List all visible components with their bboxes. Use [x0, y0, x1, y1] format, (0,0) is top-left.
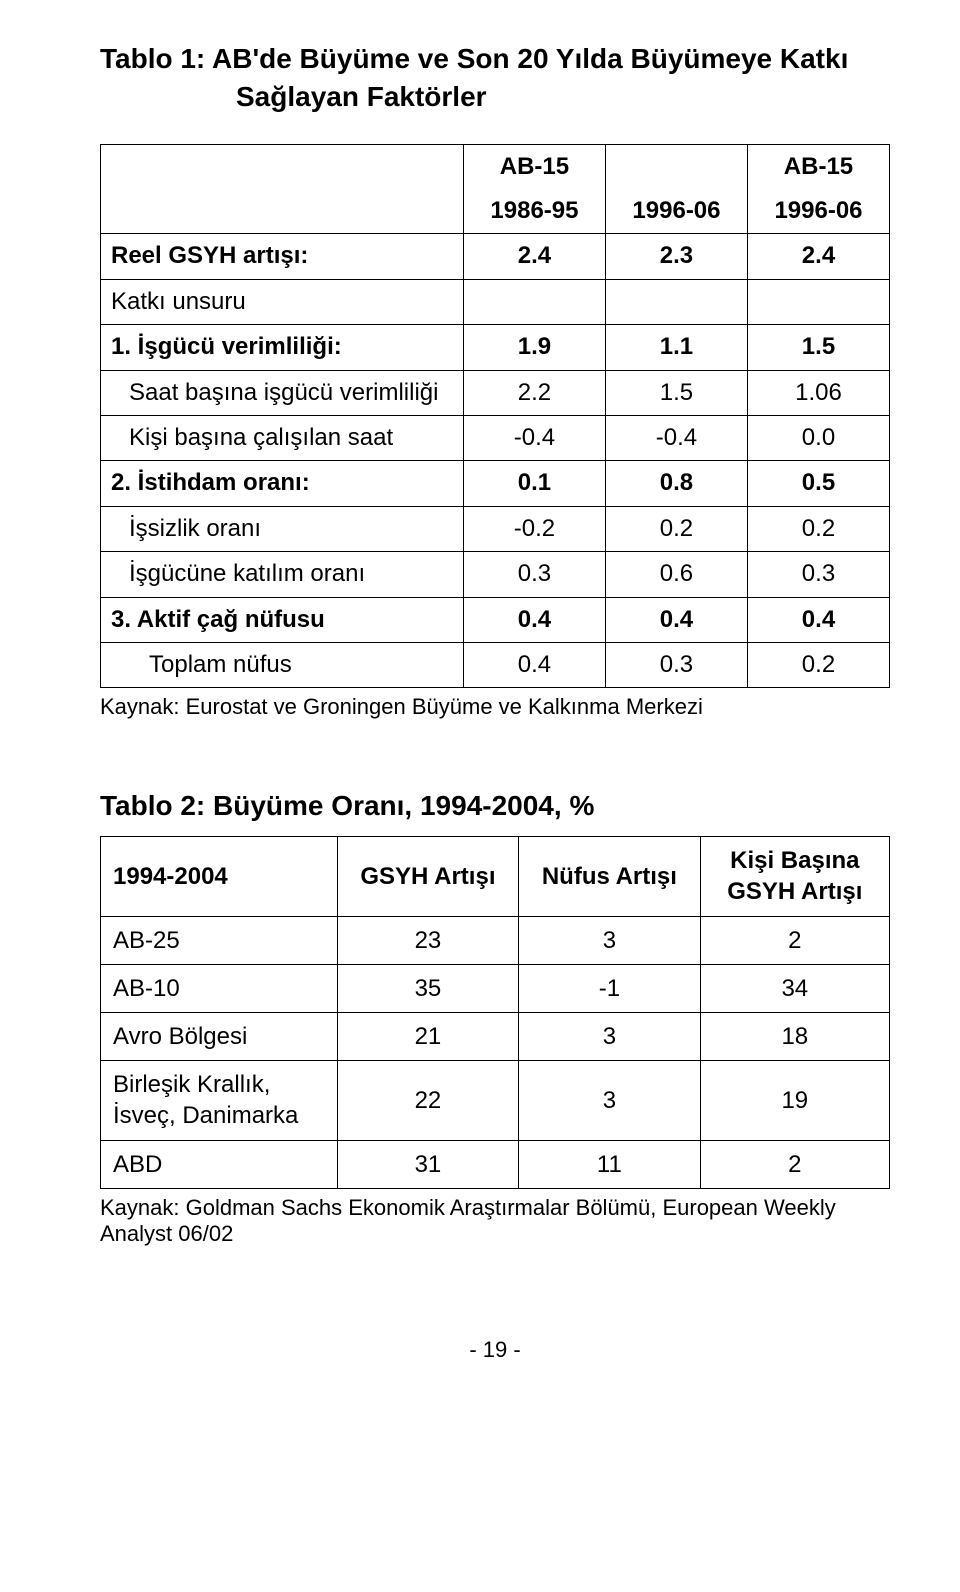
table-row: AB-252332	[101, 916, 890, 964]
t1-h-c1: AB-15	[463, 144, 605, 189]
cell: 2.3	[605, 234, 747, 279]
cell: 31	[337, 1140, 518, 1188]
table-row: Reel GSYH artışı:2.42.32.4	[101, 234, 890, 279]
t2-col-1: GSYH Artışı	[337, 837, 518, 916]
table2-title: Tablo 2: Büyüme Oranı, 1994-2004, %	[100, 790, 890, 822]
t1-h-c2b: 1996-06	[605, 189, 747, 234]
row-label: İşsizlik oranı	[101, 506, 464, 551]
t2-col-0: 1994-2004	[101, 837, 338, 916]
row-label: Kişi başına çalışılan saat	[101, 415, 464, 460]
table-row: Avro Bölgesi21318	[101, 1013, 890, 1061]
cell: 23	[337, 916, 518, 964]
cell: 1.06	[747, 370, 889, 415]
table-row: Kişi başına çalışılan saat-0.4-0.40.0	[101, 415, 890, 460]
row-label: ABD	[101, 1140, 338, 1188]
cell: -1	[519, 964, 700, 1012]
t1-h-c3b: 1996-06	[747, 189, 889, 234]
cell: 0.3	[605, 642, 747, 687]
cell	[605, 279, 747, 324]
cell: 18	[700, 1013, 889, 1061]
cell: 35	[337, 964, 518, 1012]
table2: 1994-2004 GSYH Artışı Nüfus Artışı Kişi …	[100, 836, 890, 1189]
t1-h-c1b: 1986-95	[463, 189, 605, 234]
cell: -0.4	[605, 415, 747, 460]
row-label: Toplam nüfus	[101, 642, 464, 687]
row-label: Katkı unsuru	[101, 279, 464, 324]
cell: 3	[519, 916, 700, 964]
table1: AB-15 AB-15 1986-95 1996-06 1996-06 Reel…	[100, 144, 890, 689]
table-row: Toplam nüfus0.40.30.2	[101, 642, 890, 687]
cell: 22	[337, 1061, 518, 1140]
cell: 1.5	[605, 370, 747, 415]
table-row: AB-1035-134	[101, 964, 890, 1012]
cell: 1.5	[747, 325, 889, 370]
cell: 0.0	[747, 415, 889, 460]
cell: 3	[519, 1013, 700, 1061]
cell: 0.4	[747, 597, 889, 642]
cell: 0.6	[605, 552, 747, 597]
cell: 1.1	[605, 325, 747, 370]
cell	[463, 279, 605, 324]
cell: 0.2	[747, 642, 889, 687]
row-label: Avro Bölgesi	[101, 1013, 338, 1061]
row-label: 2. İstihdam oranı:	[101, 461, 464, 506]
row-label: AB-25	[101, 916, 338, 964]
table2-header-row: 1994-2004 GSYH Artışı Nüfus Artışı Kişi …	[101, 837, 890, 916]
table-row: Saat başına işgücü verimliliği2.21.51.06	[101, 370, 890, 415]
page-number: - 19 -	[100, 1337, 890, 1363]
row-label: Birleşik Krallık, İsveç, Danimarka	[101, 1061, 338, 1140]
row-label: Saat başına işgücü verimliliği	[101, 370, 464, 415]
cell: 0.2	[605, 506, 747, 551]
cell: -0.2	[463, 506, 605, 551]
table1-title-line1: Tablo 1: AB'de Büyüme ve Son 20 Yılda Bü…	[100, 43, 848, 74]
table-row: ABD31112	[101, 1140, 890, 1188]
cell: 1.9	[463, 325, 605, 370]
cell: 0.1	[463, 461, 605, 506]
cell: 3	[519, 1061, 700, 1140]
t1-h-c2: AB-15	[747, 144, 889, 189]
table2-source: Kaynak: Goldman Sachs Ekonomik Araştırma…	[100, 1195, 890, 1247]
cell: 2.4	[747, 234, 889, 279]
table1-title: Tablo 1: AB'de Büyüme ve Son 20 Yılda Bü…	[100, 40, 890, 116]
cell: 2	[700, 1140, 889, 1188]
row-label: Reel GSYH artışı:	[101, 234, 464, 279]
table-row: 2. İstihdam oranı:0.10.80.5	[101, 461, 890, 506]
row-label: 3. Aktif çağ nüfusu	[101, 597, 464, 642]
cell: 0.3	[747, 552, 889, 597]
table1-source: Kaynak: Eurostat ve Groningen Büyüme ve …	[100, 694, 890, 720]
table-row: Katkı unsuru	[101, 279, 890, 324]
cell: 11	[519, 1140, 700, 1188]
cell: 0.5	[747, 461, 889, 506]
table-row: Birleşik Krallık, İsveç, Danimarka22319	[101, 1061, 890, 1140]
t2-col-2: Nüfus Artışı	[519, 837, 700, 916]
cell: 0.4	[463, 642, 605, 687]
cell: 21	[337, 1013, 518, 1061]
cell: 34	[700, 964, 889, 1012]
row-label: 1. İşgücü verimliliği:	[101, 325, 464, 370]
cell: 2.2	[463, 370, 605, 415]
cell: 2	[700, 916, 889, 964]
cell: 19	[700, 1061, 889, 1140]
cell: 0.2	[747, 506, 889, 551]
t2-col-3: Kişi Başına GSYH Artışı	[700, 837, 889, 916]
cell: -0.4	[463, 415, 605, 460]
table-row: 1. İşgücü verimliliği:1.91.11.5	[101, 325, 890, 370]
cell: 0.3	[463, 552, 605, 597]
cell: 2.4	[463, 234, 605, 279]
table-row: 3. Aktif çağ nüfusu0.40.40.4	[101, 597, 890, 642]
row-label: AB-10	[101, 964, 338, 1012]
page: Tablo 1: AB'de Büyüme ve Son 20 Yılda Bü…	[0, 0, 960, 1393]
table-row: İşgücüne katılım oranı0.30.60.3	[101, 552, 890, 597]
table1-header-row-1: AB-15 AB-15	[101, 144, 890, 189]
table1-title-line2: Sağlayan Faktörler	[100, 81, 487, 112]
row-label: İşgücüne katılım oranı	[101, 552, 464, 597]
cell: 0.8	[605, 461, 747, 506]
cell: 0.4	[605, 597, 747, 642]
cell: 0.4	[463, 597, 605, 642]
table-row: İşsizlik oranı-0.20.20.2	[101, 506, 890, 551]
cell	[747, 279, 889, 324]
